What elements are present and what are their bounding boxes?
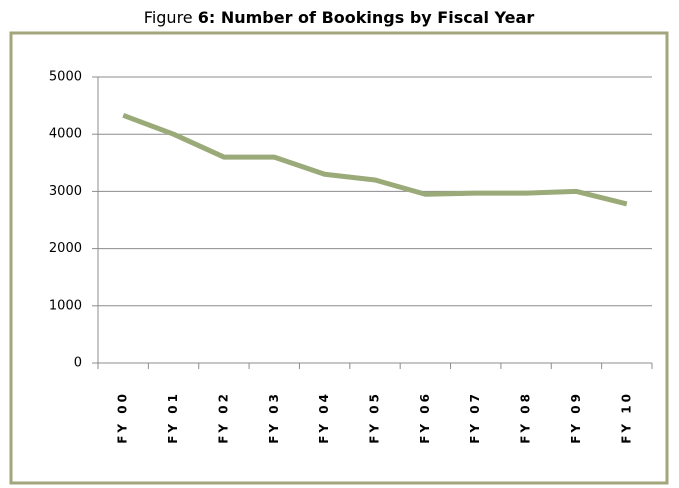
x-tick-label: FY 05 [368,391,382,444]
data-line [122,112,628,207]
chart-title: 6: Number of Bookings by Fiscal Year [198,8,535,27]
x-tick-label: FY 06 [418,391,432,444]
x-tick-label: FY 02 [216,391,230,444]
x-tick-label: FY 07 [468,391,482,444]
y-tick-label: 0 [74,356,82,371]
y-tick-label: 1000 [49,298,82,313]
x-tick-label: FY 08 [519,391,533,444]
title-prefix: Figure [144,8,193,27]
x-tick-label: FY 04 [317,391,331,444]
x-tick-label: FY 03 [267,391,281,444]
y-tick-label: 2000 [49,241,82,256]
chart-title-line: Figure 6: Number of Bookings by Fiscal Y… [144,8,535,27]
x-tick-label: FY 00 [116,391,130,444]
y-tick-label: 5000 [49,70,82,85]
x-tick-label: FY 09 [569,391,583,444]
y-tick-label: 3000 [49,184,82,199]
chart-frame [9,31,669,485]
x-tick-label: FY 01 [166,391,180,444]
y-tick-label: 4000 [49,127,82,142]
x-tick-label: FY 10 [619,391,633,444]
